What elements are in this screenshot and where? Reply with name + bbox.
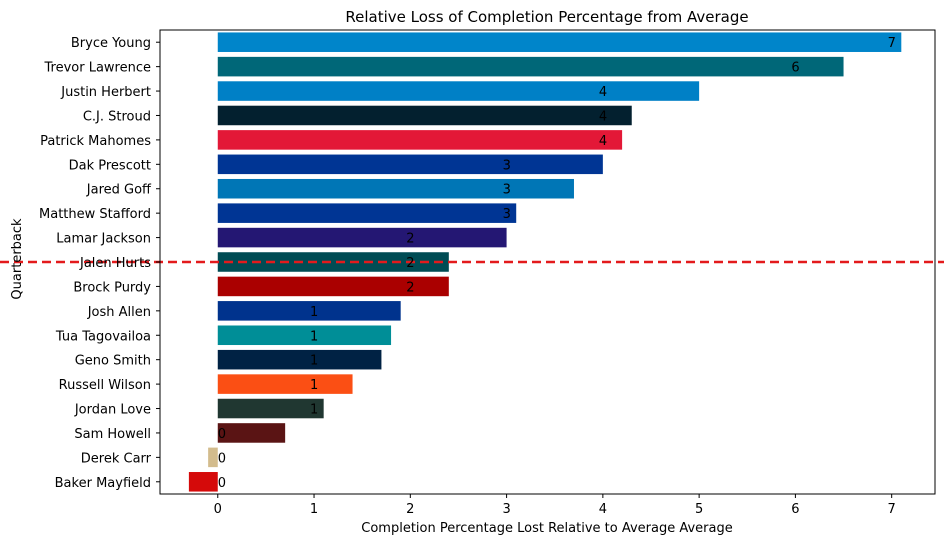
y-tick-label: Patrick Mahomes [40, 134, 151, 149]
bar [217, 398, 324, 419]
bar [217, 301, 401, 321]
bar [217, 81, 700, 101]
bar [188, 472, 218, 492]
y-tick-label: Baker Mayfield [55, 476, 151, 491]
x-axis-label: Completion Percentage Lost Relative to A… [361, 521, 732, 536]
y-tick-label: Brock Purdy [73, 280, 151, 295]
bar-data-label: 1 [310, 403, 318, 418]
bar-data-label: 6 [791, 61, 799, 76]
bar-data-label: 2 [406, 280, 414, 295]
y-tick-label: Lamar Jackson [56, 232, 151, 247]
bar-data-label: 4 [599, 85, 607, 100]
bar [217, 252, 449, 272]
x-tick-label: 5 [695, 502, 703, 517]
bar-data-label: 4 [599, 109, 607, 124]
y-tick-label: Jordan Love [74, 403, 151, 418]
bar [217, 423, 286, 443]
bar-data-label: 3 [503, 183, 511, 198]
y-tick-label: Jared Goff [86, 183, 152, 198]
bar [217, 105, 632, 126]
bars [188, 32, 902, 492]
bar [217, 227, 507, 248]
bar [217, 178, 574, 199]
y-tick-label: Derek Carr [81, 451, 152, 466]
bar-data-label: 1 [310, 354, 318, 369]
y-tick-label: Justin Herbert [60, 85, 151, 100]
y-tick-label: Dak Prescott [69, 158, 151, 173]
bar [217, 130, 623, 150]
data-labels: 7 6 4 4 4 3 3 3 2 2 2 1 1 1 1 1 0 0 0 [218, 36, 896, 491]
bar [217, 203, 517, 223]
bar-data-label: 1 [310, 329, 318, 344]
bar [217, 56, 844, 77]
y-tick-label: Geno Smith [75, 354, 151, 369]
bar-data-label: 2 [406, 256, 414, 271]
bar-data-label: 1 [310, 378, 318, 393]
y-tick-label: C.J. Stroud [83, 109, 151, 124]
bar [217, 32, 902, 52]
bar [208, 447, 218, 468]
bar-data-label: 7 [888, 36, 896, 51]
bar-data-label: 0 [218, 476, 226, 491]
x-tick-label: 6 [791, 502, 799, 517]
y-tick-label: Russell Wilson [59, 378, 151, 393]
x-tick-label: 2 [406, 502, 414, 517]
bar-data-label: 0 [218, 451, 226, 466]
x-tick-label: 4 [599, 502, 607, 517]
bar-data-label: 3 [503, 207, 511, 222]
y-tick-label: Jalen Hurts [79, 256, 151, 271]
y-axis-ticks: Bryce Young Trevor Lawrence Justin Herbert… [39, 36, 160, 491]
x-tick-label: 1 [310, 502, 318, 517]
bar-data-label: 1 [310, 305, 318, 320]
chart-title: Relative Loss of Completion Percentage f… [345, 8, 748, 26]
bar [217, 349, 382, 370]
y-tick-label: Sam Howell [74, 427, 151, 442]
bar [217, 325, 392, 346]
bar-data-label: 2 [406, 232, 414, 247]
x-axis-ticks: 0 1 2 3 4 5 6 7 [214, 494, 896, 517]
y-axis-label: Quarterback [10, 218, 25, 300]
x-tick-label: 7 [888, 502, 896, 517]
y-tick-label: Matthew Stafford [39, 207, 151, 222]
bar [217, 276, 449, 297]
x-tick-label: 3 [502, 502, 510, 517]
bar [217, 374, 353, 394]
bar [217, 154, 603, 175]
bar-data-label: 0 [218, 427, 226, 442]
y-tick-label: Tua Tagovailoa [55, 329, 151, 344]
y-tick-label: Josh Allen [87, 305, 151, 320]
x-tick-label: 0 [214, 502, 222, 517]
y-tick-label: Bryce Young [71, 36, 151, 51]
y-tick-label: Trevor Lawrence [44, 61, 152, 76]
bar-data-label: 3 [503, 158, 511, 173]
bar-data-label: 4 [599, 134, 607, 149]
